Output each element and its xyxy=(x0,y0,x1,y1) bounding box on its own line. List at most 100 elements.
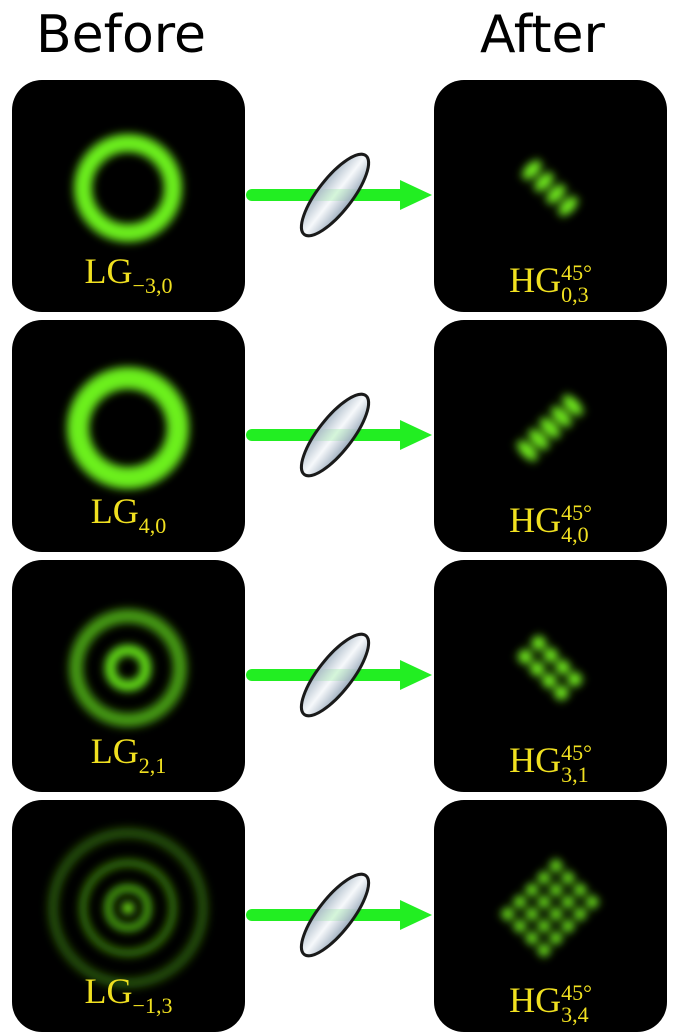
ring xyxy=(47,828,208,988)
label-part: 45° xyxy=(561,500,592,525)
label-part: −3,0 xyxy=(132,273,173,298)
lobe xyxy=(537,920,550,933)
ring xyxy=(79,859,177,957)
lobe xyxy=(562,395,583,416)
lobe xyxy=(534,172,554,192)
ring xyxy=(74,134,182,242)
label-part: HG xyxy=(509,260,562,301)
lobe xyxy=(525,883,538,896)
beam-profile xyxy=(522,160,578,216)
mode-label: HG 45° 0,3 xyxy=(434,260,667,306)
mode-label: LG−1,3 xyxy=(12,971,245,1026)
ring xyxy=(68,609,187,727)
lobe xyxy=(567,672,582,687)
lobe xyxy=(537,895,550,908)
lobe xyxy=(550,908,563,921)
before-panel: LG−3,0 xyxy=(12,80,245,312)
pattern xyxy=(47,828,208,988)
lobe xyxy=(537,944,550,957)
lobe xyxy=(562,871,575,884)
before-heading: Before xyxy=(36,5,207,65)
label-part: −1,3 xyxy=(132,993,173,1018)
lobe xyxy=(528,429,549,450)
after-panel: HG 45° 4,0 xyxy=(434,320,667,552)
label-part: LG xyxy=(90,731,139,771)
label-part: 3,4 xyxy=(561,1002,589,1027)
arrow-head xyxy=(400,660,432,690)
beam-profile xyxy=(517,395,583,461)
beam-profile xyxy=(518,636,582,700)
label-part: HG xyxy=(509,980,562,1021)
lens xyxy=(299,872,371,958)
beam-profile xyxy=(68,609,187,727)
lobe xyxy=(562,920,575,933)
before-panel: LG−1,3 xyxy=(12,800,245,1032)
script-stack: 45° 3,1 xyxy=(561,742,592,786)
lobe xyxy=(517,440,538,461)
before-panel: LG2,1 xyxy=(12,560,245,792)
label-part: HG xyxy=(509,500,562,541)
lobe xyxy=(543,648,558,663)
pattern xyxy=(501,859,599,957)
lobe xyxy=(551,406,572,427)
lobe xyxy=(522,160,542,180)
lobe xyxy=(542,673,557,688)
after-panel: HG 45° 3,1 xyxy=(434,560,667,792)
ring xyxy=(105,645,151,691)
label-part: 4,0 xyxy=(138,513,167,538)
mode-label: LG2,1 xyxy=(12,731,245,786)
lens xyxy=(299,632,371,718)
label-part: LG xyxy=(84,251,133,291)
label-part: LG xyxy=(90,491,139,531)
ring xyxy=(67,367,189,489)
pattern xyxy=(74,134,182,242)
pattern xyxy=(518,636,582,700)
label-part: HG xyxy=(509,740,562,781)
mode-label: LG4,0 xyxy=(12,491,245,546)
arrow-head xyxy=(400,180,432,210)
lobe xyxy=(554,685,569,700)
lobe xyxy=(555,660,570,675)
lens xyxy=(299,392,371,478)
arrow-head xyxy=(400,420,432,450)
pattern xyxy=(522,160,578,216)
center-spot xyxy=(122,902,134,914)
lobe xyxy=(513,895,526,908)
lobe xyxy=(530,661,545,676)
lobe xyxy=(558,196,578,216)
lobe xyxy=(550,883,563,896)
label-part: 45° xyxy=(561,980,592,1005)
script-stack: 45° 4,0 xyxy=(561,502,592,546)
beam-profile xyxy=(47,828,208,988)
beam-profile xyxy=(74,134,182,242)
after-heading: After xyxy=(480,5,605,65)
lobe xyxy=(562,895,575,908)
ring xyxy=(105,885,151,931)
after-panel: HG 45° 0,3 xyxy=(434,80,667,312)
mode-label: HG 45° 4,0 xyxy=(434,500,667,546)
lobe xyxy=(574,908,587,921)
lobe xyxy=(537,871,550,884)
script-stack: 45° 0,3 xyxy=(561,262,592,306)
pattern xyxy=(68,609,187,727)
beam-profile xyxy=(67,367,189,489)
lobe xyxy=(513,920,526,933)
label-part: 4,0 xyxy=(561,522,589,547)
script-stack: 45° 3,4 xyxy=(561,982,592,1026)
lobe xyxy=(550,932,563,945)
label-part: 45° xyxy=(561,260,592,285)
pattern xyxy=(67,367,189,489)
lobe xyxy=(539,417,561,439)
label-part: 45° xyxy=(561,740,592,765)
lobe xyxy=(525,932,538,945)
label-part: LG xyxy=(84,971,133,1011)
lens xyxy=(299,152,371,238)
mode-label: LG−3,0 xyxy=(12,251,245,306)
after-panel: HG 45° 3,4 xyxy=(434,800,667,1032)
lobe xyxy=(501,908,514,921)
lobe xyxy=(550,859,563,872)
lobe xyxy=(518,649,533,664)
arrow-head xyxy=(400,900,432,930)
